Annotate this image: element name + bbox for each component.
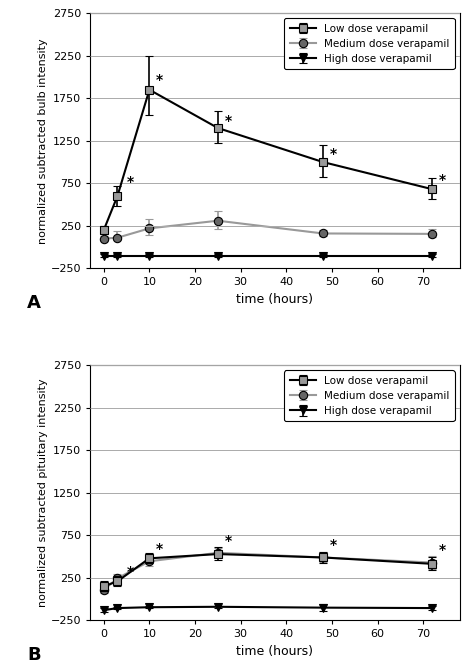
- Y-axis label: normalized subtracted bulb intensity: normalized subtracted bulb intensity: [38, 38, 48, 244]
- Text: *: *: [225, 114, 232, 128]
- Text: *: *: [330, 538, 337, 552]
- Text: *: *: [439, 173, 447, 187]
- Text: A: A: [27, 294, 41, 312]
- Text: *: *: [156, 542, 164, 556]
- Text: *: *: [330, 147, 337, 161]
- Legend: Low dose verapamil, Medium dose verapamil, High dose verapamil: Low dose verapamil, Medium dose verapami…: [284, 18, 455, 69]
- Text: *: *: [225, 534, 232, 548]
- X-axis label: time (hours): time (hours): [237, 645, 313, 658]
- Text: *: *: [127, 176, 134, 189]
- X-axis label: time (hours): time (hours): [237, 293, 313, 306]
- Text: *: *: [439, 543, 447, 557]
- Text: *: *: [156, 73, 164, 87]
- Y-axis label: normalized subtracted pituitary intensity: normalized subtracted pituitary intensit…: [38, 379, 48, 607]
- Legend: Low dose verapamil, Medium dose verapamil, High dose verapamil: Low dose verapamil, Medium dose verapami…: [284, 370, 455, 421]
- Text: *: *: [127, 566, 134, 579]
- Text: B: B: [27, 646, 41, 660]
